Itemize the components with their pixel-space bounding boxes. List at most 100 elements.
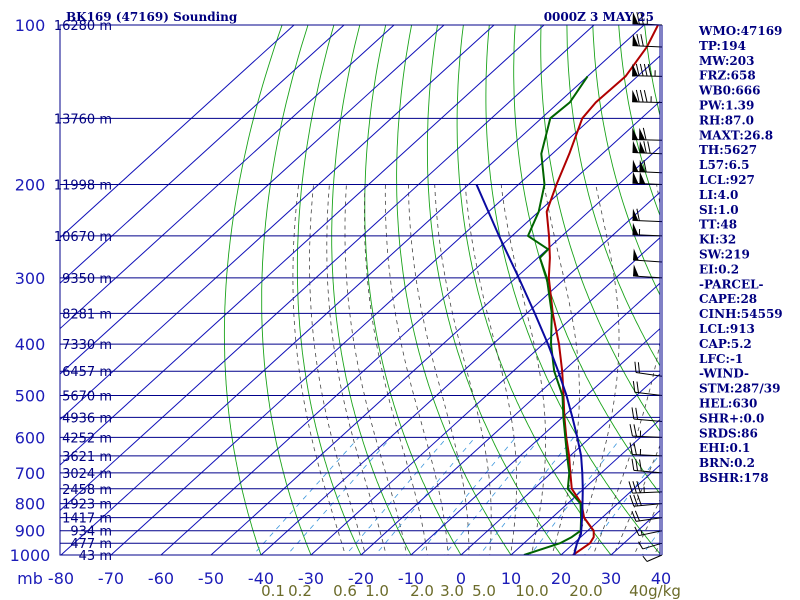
index-entry: LFC:-1 bbox=[699, 352, 743, 366]
height-label: 1417 m bbox=[62, 512, 112, 527]
wind-barb-staff bbox=[632, 454, 663, 457]
wind-barb-pennant bbox=[632, 140, 639, 153]
height-label: 4936 m bbox=[62, 411, 112, 426]
isotherm-line bbox=[460, 373, 660, 555]
index-entry: TT:48 bbox=[699, 218, 737, 232]
mixing-ratio-label: 40g/kg bbox=[629, 582, 681, 600]
isotherm-line bbox=[60, 25, 445, 375]
wind-barb-flag bbox=[647, 63, 652, 77]
wind-barb-flag bbox=[643, 141, 647, 154]
index-entry: TH:5627 bbox=[699, 143, 757, 157]
wind-barb-flag bbox=[640, 12, 644, 25]
mixing-ratio-line bbox=[374, 437, 476, 555]
wind-barb-pennant bbox=[632, 208, 639, 221]
dry-adiabat-line bbox=[223, 25, 283, 555]
wind-barb-staff bbox=[633, 503, 663, 507]
wind-barb bbox=[632, 381, 663, 396]
isotherm-line bbox=[360, 282, 660, 555]
height-label: 4252 m bbox=[62, 431, 112, 446]
height-label: 9350 m bbox=[62, 272, 112, 287]
wind-barb bbox=[631, 510, 663, 522]
wind-barb-flag bbox=[642, 555, 648, 562]
height-label: 934 m bbox=[70, 525, 112, 540]
wind-barb bbox=[632, 264, 663, 279]
wind-barb-flag bbox=[631, 511, 637, 522]
mixing-ratio-line bbox=[584, 453, 660, 555]
wind-barb-flag bbox=[634, 361, 637, 373]
wind-barb-pennant bbox=[633, 248, 639, 261]
wind-barb-flag bbox=[638, 541, 644, 550]
dry-adiabat-line bbox=[513, 25, 660, 495]
wind-barb bbox=[634, 361, 663, 377]
wind-barb-staff bbox=[632, 491, 663, 494]
pressure-tick-label: 100 bbox=[15, 16, 46, 35]
wind-barb-flag bbox=[640, 34, 644, 47]
dry-adiabat-line bbox=[771, 13, 800, 566]
wind-barb bbox=[628, 480, 663, 494]
parcel-line bbox=[475, 184, 584, 555]
valid-time: 0000Z 3 MAY 25 bbox=[544, 10, 654, 24]
wind-barb-pennant bbox=[633, 264, 639, 277]
mixing-ratio-line bbox=[479, 437, 575, 555]
isotherm-line bbox=[210, 146, 660, 555]
dry-adiabat-line bbox=[485, 25, 660, 555]
isotherm-line bbox=[310, 237, 660, 555]
wind-barb-pennant bbox=[632, 127, 639, 140]
profile-lines bbox=[475, 25, 659, 555]
temperature-tick-label: 10 bbox=[501, 569, 521, 588]
wind-barb-flag bbox=[643, 89, 648, 103]
wind-barb-flag bbox=[635, 63, 640, 76]
dry-adiabat-line bbox=[426, 25, 562, 555]
plot-frame bbox=[59, 24, 661, 556]
wind-barb-flag bbox=[635, 459, 639, 471]
wind-barb-staff bbox=[632, 275, 663, 279]
wind-barb-staff bbox=[632, 435, 663, 438]
moist-adiabat-line bbox=[434, 184, 492, 555]
isotherm-line bbox=[160, 100, 660, 555]
index-entry: MW:203 bbox=[699, 54, 754, 68]
pressure-tick-label: 700 bbox=[15, 464, 46, 483]
wind-barb-flag bbox=[636, 381, 639, 393]
height-label: 3024 m bbox=[62, 467, 112, 482]
wind-barb-staff bbox=[642, 542, 663, 550]
temperature-tick-label: 0 bbox=[456, 569, 466, 588]
wind-barb-flag bbox=[636, 33, 640, 47]
wind-barb-pennant bbox=[632, 11, 639, 24]
adiabat-lines bbox=[223, 13, 800, 566]
height-label: 13760 m bbox=[54, 112, 112, 127]
wind-barb-flag bbox=[643, 159, 647, 173]
wind-barb bbox=[629, 424, 663, 438]
wind-barb-staff bbox=[635, 517, 663, 522]
wind-barb-staff bbox=[632, 45, 663, 48]
pressure-tick-label: 600 bbox=[15, 428, 46, 447]
wind-barb bbox=[629, 494, 663, 507]
wind-barb bbox=[632, 140, 663, 155]
wind-barb-pennant bbox=[632, 171, 639, 184]
wind-barb bbox=[632, 208, 663, 223]
mixing-ratio-label: 10.0 bbox=[515, 582, 548, 600]
wind-barb bbox=[632, 89, 663, 103]
wind-barb-flag bbox=[629, 424, 633, 437]
wind-barb-flag bbox=[643, 63, 648, 77]
isobar-lines bbox=[60, 24, 660, 556]
isotherm-line bbox=[60, 25, 545, 466]
isotherm-line bbox=[60, 25, 395, 330]
dry-adiabat-line bbox=[566, 25, 660, 367]
wind-barb-pennant bbox=[639, 171, 646, 184]
wind-barb-flag bbox=[631, 458, 635, 471]
wind-barb bbox=[631, 458, 663, 474]
index-entry: HEL:630 bbox=[699, 397, 757, 411]
index-entry: RH:87.0 bbox=[699, 113, 754, 127]
index-entry: KI:32 bbox=[699, 233, 736, 247]
wind-barb-staff bbox=[632, 139, 663, 141]
dry-adiabat-line bbox=[261, 25, 312, 555]
moist-adiabat-line bbox=[326, 184, 387, 555]
mixing-ratio-label: 20.0 bbox=[569, 582, 602, 600]
index-entry: WB0:666 bbox=[698, 84, 760, 98]
index-entry: LCL:913 bbox=[699, 322, 755, 336]
isotherm-line bbox=[60, 25, 295, 239]
height-label: 2458 m bbox=[62, 483, 112, 498]
isotherm-line bbox=[110, 55, 660, 555]
temperature-tick-label: -20 bbox=[348, 569, 374, 588]
